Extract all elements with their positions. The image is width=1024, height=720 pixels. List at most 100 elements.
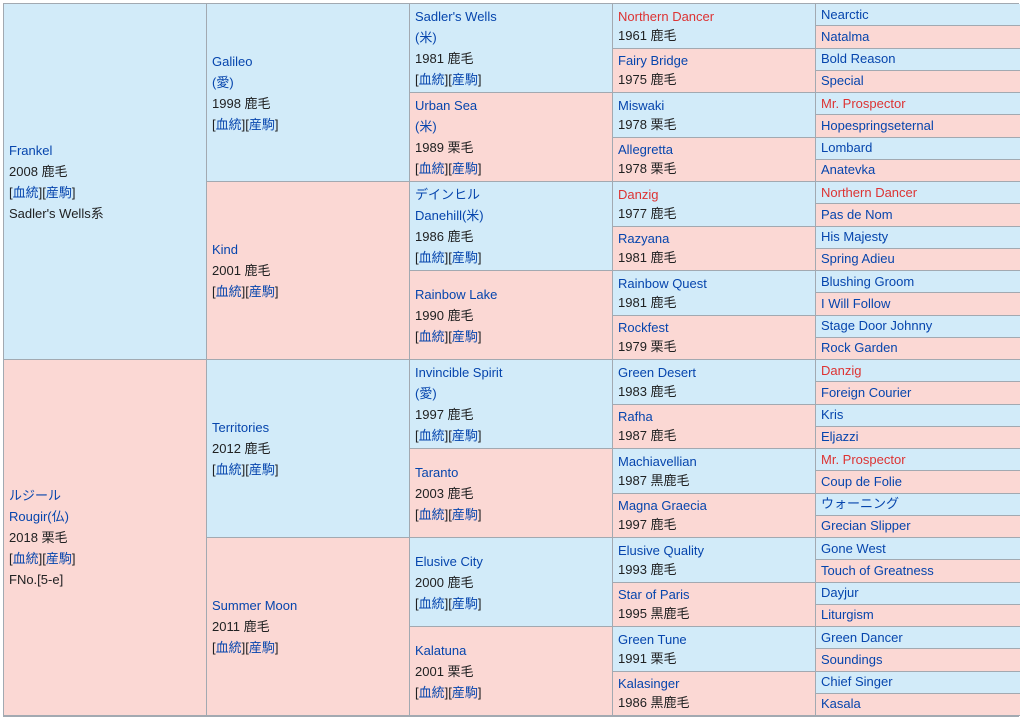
horse-country[interactable]: (米) [415,30,437,45]
horse-link[interactable]: Foreign Courier [821,384,912,400]
horse-link[interactable]: Elusive Quality [618,542,704,558]
offspring-link[interactable]: 産駒 [45,184,72,200]
offspring-link[interactable]: 産駒 [451,506,478,522]
horse-link[interactable]: Kris [821,407,844,423]
pedigree-link[interactable]: 血統 [418,161,445,176]
horse-link[interactable]: Fairy Bridge [618,53,689,69]
pedigree-link[interactable]: 血統 [418,72,445,87]
offspring-link[interactable]: 産駒 [248,462,275,477]
horse-country[interactable]: (米) [415,119,437,134]
horse-link[interactable]: Danzig [821,362,862,378]
pedigree-link[interactable]: 血統 [215,640,242,655]
offspring-link[interactable]: 産駒 [248,640,275,655]
pedigree-link[interactable]: 血統 [418,506,445,522]
horse-link[interactable]: Taranto [415,464,459,480]
horse-link[interactable]: Nearctic [821,6,869,22]
pedigree-link[interactable]: 血統 [215,462,242,477]
horse-link[interactable]: デインヒル [415,187,481,202]
offspring-link[interactable]: 産駒 [248,116,275,132]
horse-link[interactable]: Mr. Prospector [821,451,906,467]
pedigree-link[interactable]: 血統 [418,684,445,700]
gen5-cell: Danzig [816,360,1020,383]
pedigree-link[interactable]: 血統 [215,116,242,132]
horse-link[interactable]: Coup de Folie [821,473,902,489]
horse-link[interactable]: ルジール [9,488,62,503]
horse-link[interactable]: Rockfest [618,320,669,336]
horse-link[interactable]: Kasala [821,696,861,712]
horse-link[interactable]: Spring Adieu [821,251,895,267]
horse-link[interactable]: Miswaki [618,97,665,113]
offspring-link[interactable]: 産駒 [451,72,478,87]
horse-link[interactable]: Touch of Greatness [821,562,934,578]
horse-link[interactable]: Galileo [212,53,253,69]
horse-link[interactable]: Natalma [821,28,870,44]
horse-link[interactable]: Soundings [821,651,883,667]
horse-link[interactable]: Elusive City [415,553,483,569]
horse-link[interactable]: Star of Paris [618,587,690,603]
horse-link[interactable]: Special [821,73,864,89]
horse-link[interactable]: Anatevka [821,162,876,178]
horse-link-alt[interactable]: Danehill(米) [415,208,484,223]
horse-link[interactable]: Stage Door Johnny [821,318,933,334]
horse-link[interactable]: Pas de Nom [821,206,893,222]
offspring-link[interactable]: 産駒 [45,551,72,566]
horse-link[interactable]: Razyana [618,231,670,247]
horse-link[interactable]: Rainbow Lake [415,286,498,302]
horse-link[interactable]: Liturgism [821,607,874,623]
horse-link[interactable]: Dayjur [821,585,859,601]
horse-link[interactable]: Kalasinger [618,676,680,692]
horse-link[interactable]: Northern Dancer [821,184,918,200]
horse-link[interactable]: Danzig [618,186,659,202]
horse-link[interactable]: Green Tune [618,631,687,647]
pedigree-link[interactable]: 血統 [12,551,39,566]
horse-link[interactable]: Territories [212,420,270,435]
horse-link[interactable]: Allegretta [618,142,673,158]
pedigree-link[interactable]: 血統 [12,184,39,200]
horse-link[interactable]: Sadler's Wells [415,9,497,24]
horse-link[interactable]: His Majesty [821,229,889,245]
horse-link[interactable]: Frankel [9,142,53,158]
gen5-cell: Mr. Prospector [816,449,1020,472]
horse-link[interactable]: Chief Singer [821,674,893,690]
horse-link[interactable]: Rock Garden [821,340,898,356]
pedigree-link[interactable]: 血統 [418,428,445,443]
horse-link[interactable]: Green Dancer [821,629,903,645]
horse-link[interactable]: Hopespringseternal [821,117,934,133]
horse-link[interactable]: Invincible Spirit [415,365,503,380]
offspring-link[interactable]: 産駒 [451,684,478,700]
pedigree-link[interactable]: 血統 [215,284,242,299]
pedigree-link[interactable]: 血統 [418,595,445,611]
horse-link[interactable]: Gone West [821,540,886,556]
pedigree-link[interactable]: 血統 [418,328,445,344]
horse-links: [血統][産駒] [415,684,482,700]
horse-link[interactable]: Lombard [821,140,873,156]
horse-link[interactable]: Magna Graecia [618,498,707,514]
offspring-link[interactable]: 産駒 [248,284,275,299]
horse-link[interactable]: Rougir(仏) [9,509,69,524]
horse-link[interactable]: Green Desert [618,364,697,380]
gen4-cell: Allegretta 1978 栗毛 [613,137,816,182]
offspring-link[interactable]: 産駒 [451,595,478,611]
horse-link[interactable]: ウォーニング [821,496,900,512]
horse-link[interactable]: Mr. Prospector [821,95,906,111]
horse-country[interactable]: (愛) [212,74,234,90]
offspring-link[interactable]: 産駒 [451,428,478,443]
horse-link[interactable]: Bold Reason [821,51,896,67]
horse-link[interactable]: Grecian Slipper [821,518,911,534]
horse-country[interactable]: (愛) [415,386,437,401]
horse-link[interactable]: Rainbow Quest [618,275,707,291]
horse-link[interactable]: Urban Sea [415,98,478,113]
horse-link[interactable]: Blushing Groom [821,273,915,289]
horse-link[interactable]: Northern Dancer [618,8,715,24]
horse-link[interactable]: Eljazzi [821,429,859,445]
horse-link[interactable]: Summer Moon [212,598,298,613]
pedigree-link[interactable]: 血統 [418,250,445,265]
horse-link[interactable]: Kalatuna [415,642,467,658]
horse-link[interactable]: Kind [212,242,239,257]
offspring-link[interactable]: 産駒 [451,328,478,344]
horse-link[interactable]: Machiavellian [618,453,697,469]
offspring-link[interactable]: 産駒 [451,161,478,176]
offspring-link[interactable]: 産駒 [451,250,478,265]
horse-link[interactable]: Rafha [618,409,653,425]
horse-link[interactable]: I Will Follow [821,295,891,311]
